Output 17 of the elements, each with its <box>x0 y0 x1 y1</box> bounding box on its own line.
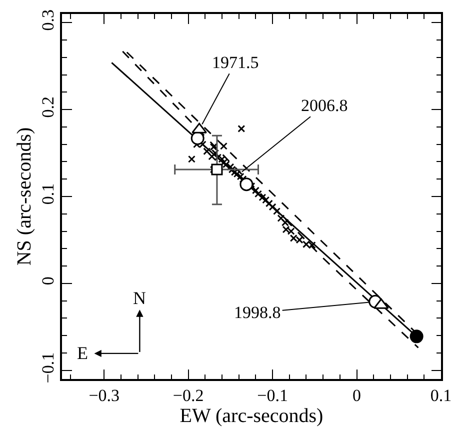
y-tick-label: 0.1 <box>38 183 58 205</box>
annotation: 1971.5 <box>212 53 259 72</box>
x-axis-title: EW (arc-seconds) <box>180 405 324 428</box>
y-tick-label: 0.3 <box>38 10 58 31</box>
x-tick-label: −0.3 <box>88 386 120 406</box>
y-axis-title: NS (arc-seconds) <box>13 127 36 266</box>
x-tick-label: −0.1 <box>257 386 288 406</box>
x-tick-label: 0 <box>352 386 362 406</box>
picture-compass: E <box>77 343 88 363</box>
y-tick-label: −0.1 <box>38 352 58 384</box>
y-tick-label: 0.2 <box>38 96 58 118</box>
annotation: 2006.8 <box>301 96 348 115</box>
annotation: 1998.8 <box>234 303 281 322</box>
x-tick-label: −0.2 <box>172 386 204 406</box>
picture-compass: N <box>133 288 146 308</box>
x-tick-label: 0.1 <box>430 386 452 406</box>
y-tick-label: 0 <box>38 276 58 286</box>
